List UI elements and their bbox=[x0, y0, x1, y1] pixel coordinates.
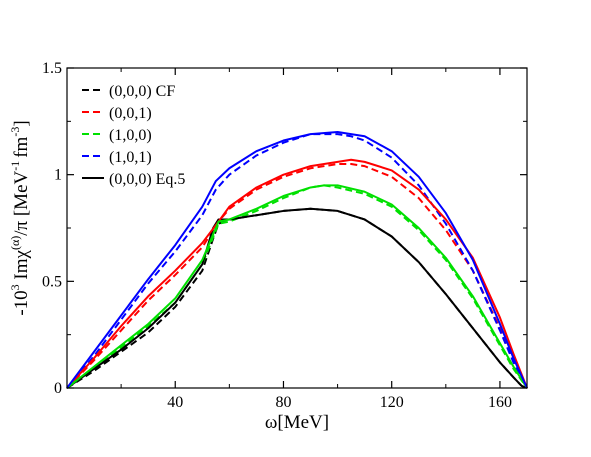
legend-entry-3: (1,0,0) bbox=[109, 127, 152, 144]
legend-entry-4: (1,0,1) bbox=[109, 149, 152, 166]
legend-entry-2: (0,0,1) bbox=[109, 105, 152, 122]
y-label-main: Imχ bbox=[11, 249, 32, 284]
x-axis-label: ω[MeV] bbox=[265, 412, 329, 433]
legend: (0,0,0) CF (0,0,1) (1,0,0) (1,0,1) (0,0,0) E… bbox=[82, 83, 185, 188]
series-line-5 bbox=[66, 207, 528, 389]
legend-entry-5: (0,0,0) Eq.5 bbox=[109, 171, 185, 188]
y-label-main-sup: (α) bbox=[8, 236, 22, 250]
series-line-2 bbox=[66, 163, 528, 389]
x-tick-label-3: 120 bbox=[380, 394, 404, 411]
y-label-unit: /π [MeV bbox=[11, 170, 32, 235]
series-line-8 bbox=[66, 131, 528, 389]
y-label-prefix: -10 bbox=[11, 290, 32, 315]
y-tick-label-2: 0.5 bbox=[42, 273, 62, 290]
y-tick-label-3: 1 bbox=[54, 167, 62, 184]
series-line-7 bbox=[66, 184, 528, 389]
y-axis-label: -103 Imχ(α)/π [MeV-1 fm-3] bbox=[8, 120, 32, 315]
y-label-unit-mid: fm bbox=[11, 136, 32, 157]
y-label-unit-sup1: -1 bbox=[8, 161, 22, 171]
series-layer bbox=[66, 131, 528, 389]
x-tick-label-4: 160 bbox=[488, 394, 512, 411]
ticks-layer: 40 80 120 160 0 0.5 1 1.5 bbox=[42, 60, 527, 411]
y-label-unit-end: ] bbox=[11, 120, 32, 126]
y-label-unit-sup2: -3 bbox=[8, 127, 22, 137]
y-label-prefix-sup: 3 bbox=[8, 284, 22, 290]
series-line-3 bbox=[66, 184, 528, 389]
legend-entry-1: (0,0,0) CF bbox=[109, 83, 175, 100]
y-tick-label-4: 1.5 bbox=[42, 60, 62, 77]
x-tick-label-1: 40 bbox=[167, 394, 183, 411]
series-line-4 bbox=[66, 133, 528, 389]
y-tick-label-1: 0 bbox=[54, 380, 62, 397]
x-tick-label-2: 80 bbox=[275, 394, 291, 411]
